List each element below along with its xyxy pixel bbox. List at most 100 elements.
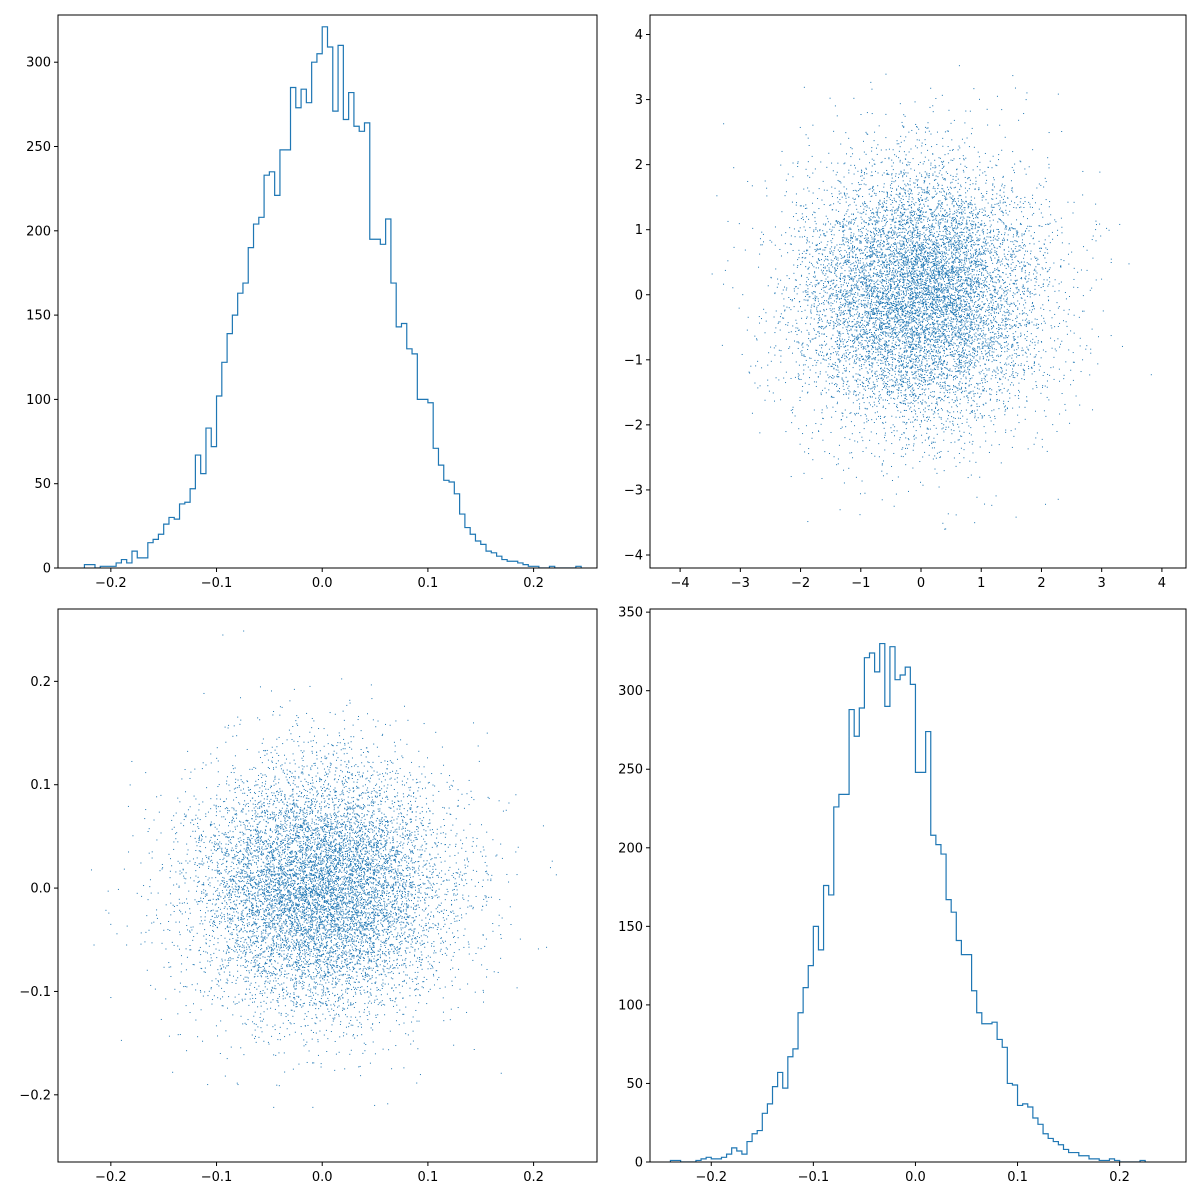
scatter-point — [898, 345, 900, 347]
scatter-point — [957, 198, 959, 200]
scatter-point — [1003, 191, 1005, 193]
scatter-point — [862, 394, 864, 396]
scatter-point — [1050, 367, 1052, 369]
scatter-point — [1042, 329, 1044, 331]
scatter-point — [875, 194, 877, 196]
scatter-point — [876, 250, 878, 252]
scatter-point — [954, 349, 956, 351]
scatter-point — [906, 374, 908, 376]
scatter-point — [860, 304, 862, 306]
scatter-point — [844, 249, 846, 251]
scatter-point — [901, 310, 903, 312]
scatter-point — [1048, 283, 1050, 285]
scatter-point — [928, 296, 930, 298]
scatter-point — [872, 342, 874, 344]
scatter-point — [918, 344, 920, 346]
scatter-point — [901, 353, 903, 355]
scatter-point — [973, 349, 975, 351]
scatter-point — [891, 346, 893, 348]
scatter-point — [881, 348, 883, 350]
scatter-point — [935, 175, 937, 177]
scatter-point — [959, 334, 961, 336]
scatter-point — [840, 360, 842, 362]
scatter-point — [974, 223, 976, 225]
scatter-point — [826, 189, 828, 191]
scatter-point — [1006, 330, 1008, 332]
scatter-point — [837, 259, 839, 261]
scatter-point — [903, 263, 905, 265]
scatter-point — [1019, 313, 1021, 315]
scatter-point — [891, 330, 893, 332]
scatter-point — [917, 388, 919, 390]
scatter-point — [851, 290, 853, 292]
scatter-point — [836, 390, 838, 392]
scatter-point — [957, 293, 959, 295]
scatter-point — [952, 301, 954, 303]
scatter-point — [1005, 205, 1007, 207]
scatter-point — [948, 233, 950, 235]
scatter-point — [953, 385, 955, 386]
scatter-point — [856, 208, 858, 210]
scatter-point — [911, 234, 913, 236]
scatter-point — [961, 222, 963, 224]
scatter-point — [965, 258, 967, 260]
scatter-point — [901, 121, 903, 123]
scatter-point — [1049, 281, 1051, 283]
scatter-point — [873, 237, 875, 239]
scatter-point — [954, 237, 956, 239]
scatter-point — [870, 300, 872, 302]
scatter-point — [939, 267, 941, 269]
scatter-point — [882, 206, 884, 208]
scatter-point — [1008, 363, 1010, 365]
scatter-point — [920, 481, 922, 483]
scatter-point — [989, 387, 991, 389]
scatter-point — [844, 306, 846, 308]
scatter-point — [886, 191, 888, 193]
scatter-point — [972, 224, 974, 226]
scatter-point — [932, 277, 934, 279]
scatter-point — [874, 308, 876, 310]
scatter-point — [1099, 223, 1101, 225]
scatter-point — [890, 295, 892, 297]
scatter-point — [877, 209, 879, 211]
scatter-point — [915, 345, 917, 347]
scatter-point — [899, 281, 901, 283]
scatter-point — [983, 303, 985, 305]
scatter-point — [1013, 325, 1015, 327]
scatter-point — [983, 334, 985, 336]
scatter-point — [972, 239, 974, 241]
scatter-point — [953, 253, 955, 255]
scatter-point — [882, 349, 884, 351]
scatter-point — [971, 207, 973, 209]
scatter-point — [936, 245, 938, 247]
scatter-point — [939, 330, 941, 332]
scatter-point — [881, 326, 883, 328]
scatter-point — [819, 260, 821, 262]
scatter-point — [905, 189, 907, 191]
scatter-point — [946, 363, 948, 365]
scatter-point — [986, 324, 988, 326]
scatter-point — [952, 199, 954, 201]
scatter-point — [941, 288, 943, 290]
scatter-point — [892, 333, 894, 335]
scatter-point — [909, 328, 911, 330]
scatter-point — [892, 202, 894, 204]
scatter-point — [1009, 376, 1011, 378]
scatter-point — [963, 228, 965, 230]
scatter-point — [862, 262, 864, 264]
scatter-point — [836, 330, 838, 332]
scatter-point — [844, 270, 846, 272]
scatter-point — [955, 228, 957, 230]
scatter-point — [889, 246, 891, 248]
scatter-point — [855, 217, 857, 219]
scatter-point — [859, 257, 861, 259]
scatter-point — [882, 369, 884, 371]
scatter-point — [907, 215, 909, 217]
scatter-point — [1020, 335, 1022, 337]
scatter-point — [848, 325, 850, 327]
scatter-point — [768, 352, 770, 354]
scatter-point — [936, 215, 938, 217]
scatter-point — [1035, 437, 1037, 439]
scatter-point — [837, 249, 839, 251]
scatter-point — [958, 388, 960, 390]
